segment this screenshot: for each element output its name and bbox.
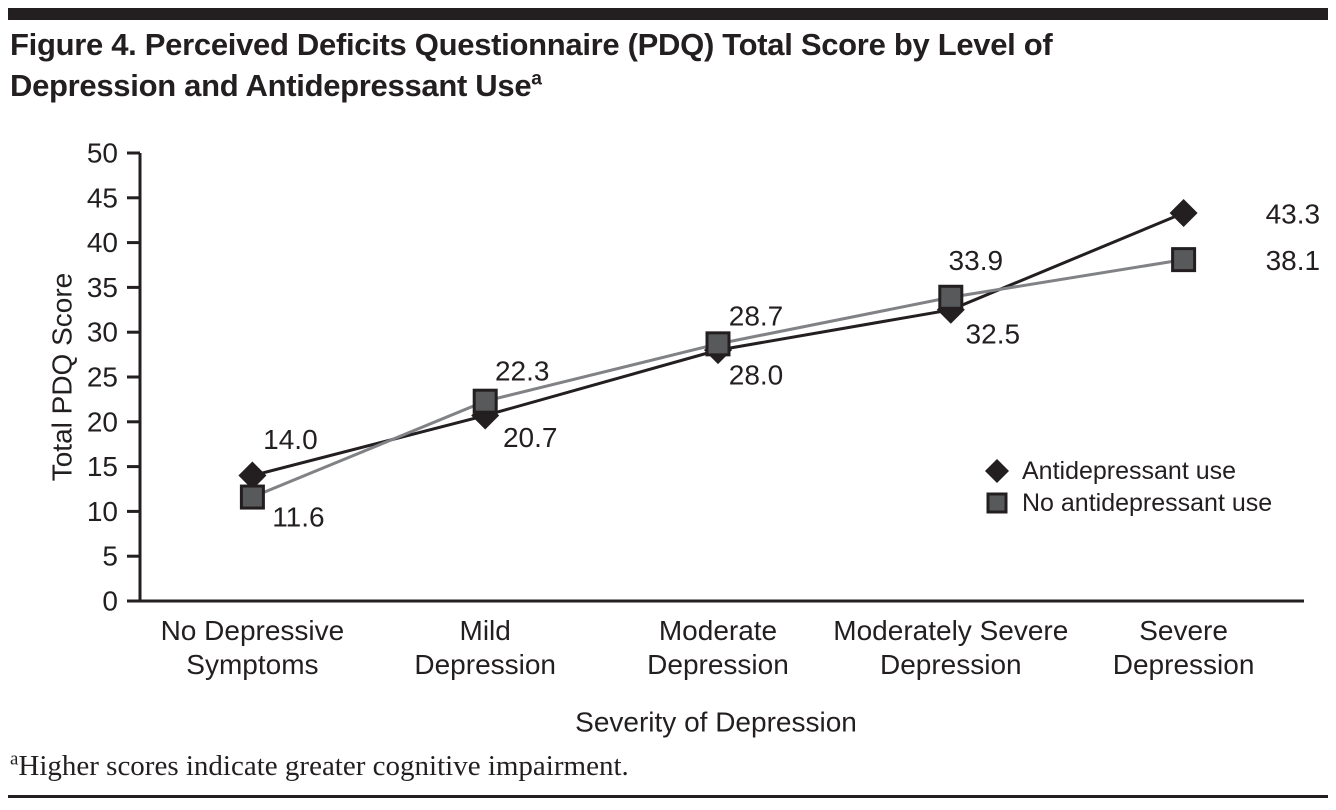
data-point-label: 32.5 <box>966 318 1021 349</box>
x-tick-label: Mild Depression <box>414 615 556 680</box>
legend-label-no-antidepressant: No antidepressant use <box>1022 489 1272 517</box>
y-tick-label: 30 <box>87 317 118 348</box>
legend-square-icon <box>986 492 1008 514</box>
y-tick-label: 25 <box>87 362 118 393</box>
y-tick-label: 0 <box>102 586 118 617</box>
data-point-square <box>938 284 964 310</box>
footnote-superscript: a <box>10 748 19 770</box>
footnote-text: Higher scores indicate greater cognitive… <box>18 750 629 782</box>
footnote: aHigher scores indicate greater cognitiv… <box>10 748 629 783</box>
legend-diamond-icon <box>985 459 1009 483</box>
x-tick-label: Moderate Depression <box>647 615 789 680</box>
data-point-square <box>472 388 498 414</box>
data-point-square <box>1171 247 1197 273</box>
data-point-square <box>239 484 265 510</box>
y-tick-label: 20 <box>87 406 118 437</box>
data-point-label: 22.3 <box>495 356 550 387</box>
figure-title-text: Figure 4. Perceived Deficits Questionnai… <box>10 27 1053 103</box>
data-point-label: 11.6 <box>272 502 324 533</box>
top-rule <box>8 8 1328 20</box>
figure-title: Figure 4. Perceived Deficits Questionnai… <box>10 24 1190 106</box>
y-tick-label: 40 <box>87 227 118 258</box>
legend-label-antidepressant: Antidepressant use <box>1022 457 1236 485</box>
data-point-diamond <box>1169 199 1198 228</box>
x-tick-label: Severe Depression <box>1113 615 1255 680</box>
data-point-diamond <box>238 461 267 490</box>
y-tick-label: 15 <box>87 451 118 482</box>
x-axis-title: Severity of Depression <box>575 707 857 738</box>
data-point-label: 28.0 <box>729 360 784 391</box>
x-tick-label: Moderately Severe Depression <box>833 615 1068 680</box>
x-tick-label: No Depressive Symptoms <box>161 615 345 680</box>
data-point-square <box>705 331 731 357</box>
y-tick-label: 45 <box>87 182 118 213</box>
y-axis-title: Total PDQ Score <box>47 273 78 482</box>
y-tick-label: 10 <box>87 496 118 527</box>
y-tick-label: 35 <box>87 272 118 303</box>
data-point-label: 14.0 <box>263 424 318 455</box>
data-point-label: 43.3 <box>1266 199 1321 230</box>
y-tick-label: 5 <box>102 541 118 572</box>
y-tick-label: 50 <box>87 138 118 169</box>
data-point-label: 28.7 <box>729 300 784 331</box>
figure-title-superscript: a <box>531 68 542 90</box>
data-point-label: 33.9 <box>949 245 1004 276</box>
data-point-label: 20.7 <box>503 422 558 453</box>
data-point-label: 38.1 <box>1266 245 1321 276</box>
bottom-rule <box>8 795 1328 798</box>
